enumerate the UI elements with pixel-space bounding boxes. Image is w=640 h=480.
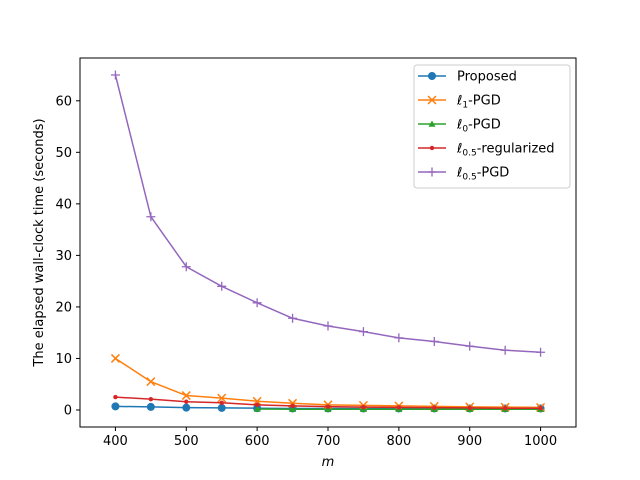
x-tick-label: 800 bbox=[386, 434, 411, 449]
data-point bbox=[253, 405, 261, 412]
data-point bbox=[252, 298, 262, 308]
data-point bbox=[181, 391, 191, 401]
x-axis-label: m bbox=[322, 455, 335, 470]
y-axis: 0 10 20 30 40 50 60 bbox=[55, 94, 80, 418]
x-tick-label: 900 bbox=[457, 434, 482, 449]
data-point bbox=[429, 145, 435, 151]
data-point bbox=[217, 393, 227, 403]
legend-entry: Proposed bbox=[418, 70, 517, 85]
x-tick-label: 700 bbox=[316, 434, 341, 449]
legend-entry: ℓ1-PGD bbox=[418, 94, 501, 111]
legend-label: Proposed bbox=[457, 70, 517, 85]
data-point bbox=[538, 405, 543, 411]
y-tick-label: 60 bbox=[55, 94, 72, 109]
series-3 bbox=[113, 394, 543, 411]
data-point bbox=[325, 404, 331, 409]
legend-label: ℓ0.5-PGD bbox=[456, 166, 509, 183]
data-point bbox=[428, 72, 436, 80]
data-point bbox=[500, 345, 510, 355]
x-tick-label: 600 bbox=[245, 434, 270, 449]
data-point bbox=[432, 405, 437, 410]
data-point bbox=[111, 402, 120, 411]
data-point bbox=[323, 321, 333, 331]
legend-entry: ℓ0-PGD bbox=[418, 118, 501, 135]
data-point bbox=[219, 400, 224, 405]
y-tick-label: 30 bbox=[55, 249, 72, 264]
data-point bbox=[467, 405, 472, 411]
data-point bbox=[427, 95, 437, 105]
data-point bbox=[289, 405, 297, 413]
legend-label: ℓ0.5-regularized bbox=[456, 142, 555, 159]
data-point bbox=[290, 403, 295, 409]
y-tick-label: 0 bbox=[64, 403, 72, 418]
x-tick-label: 1000 bbox=[524, 434, 557, 449]
series-layer bbox=[110, 70, 546, 413]
data-point bbox=[429, 336, 439, 346]
data-point bbox=[502, 405, 508, 411]
data-point bbox=[252, 396, 262, 406]
data-point bbox=[396, 405, 402, 410]
data-point bbox=[181, 262, 191, 272]
x-tick-label: 500 bbox=[174, 434, 199, 449]
y-axis-label: The elapsed wall-clock time (seconds) bbox=[32, 118, 47, 367]
legend-entry: ℓ0.5-PGD bbox=[418, 166, 509, 183]
legend-label: ℓ0-PGD bbox=[456, 118, 501, 135]
series-4 bbox=[110, 70, 546, 357]
data-point bbox=[146, 377, 156, 387]
legend: Proposed ℓ1-PGD ℓ0-PGD ℓ0.5-regularized ℓ0.5… bbox=[413, 64, 571, 189]
data-point bbox=[217, 281, 227, 291]
data-point bbox=[148, 396, 154, 402]
data-point bbox=[146, 212, 156, 222]
data-point bbox=[113, 394, 118, 400]
x-tick-label: 400 bbox=[103, 434, 128, 449]
data-point bbox=[465, 341, 475, 351]
legend-entry: ℓ0.5-regularized bbox=[418, 142, 555, 159]
y-tick-label: 40 bbox=[55, 197, 72, 212]
data-point bbox=[184, 399, 189, 404]
data-point bbox=[394, 333, 404, 343]
data-point bbox=[324, 405, 332, 413]
y-tick-label: 50 bbox=[55, 146, 72, 161]
y-tick-label: 10 bbox=[55, 352, 72, 367]
legend-label: ℓ1-PGD bbox=[456, 94, 501, 111]
x-axis: 400 500 600 700 800 900 1000 bbox=[103, 427, 557, 449]
data-point bbox=[358, 327, 368, 337]
data-point bbox=[428, 120, 436, 127]
data-point bbox=[427, 167, 437, 177]
data-point bbox=[217, 403, 226, 412]
data-point bbox=[361, 404, 366, 410]
data-point bbox=[146, 402, 155, 411]
data-point bbox=[110, 70, 120, 80]
data-point bbox=[254, 402, 260, 408]
data-point bbox=[110, 353, 120, 363]
data-point bbox=[536, 347, 546, 357]
data-point bbox=[182, 403, 191, 412]
data-point bbox=[288, 313, 298, 323]
legend-box bbox=[413, 64, 571, 189]
y-tick-label: 20 bbox=[55, 300, 72, 315]
